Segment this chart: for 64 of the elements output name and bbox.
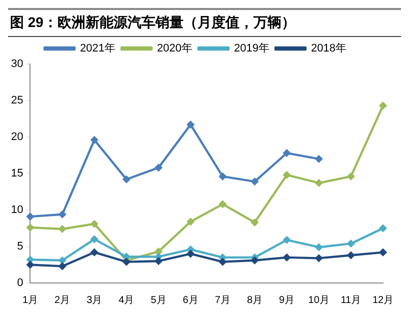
point: [251, 178, 258, 186]
x-tick-label: 6月: [182, 294, 198, 306]
point: [186, 120, 194, 128]
point: [122, 253, 130, 260]
point: [58, 256, 66, 264]
legend-label: 2019年: [234, 42, 270, 55]
point: [283, 149, 290, 157]
point: [283, 171, 290, 179]
point: [90, 136, 98, 144]
x-tick-label: 2月: [54, 294, 70, 306]
point: [154, 248, 162, 256]
legend-label: 2020年: [157, 42, 193, 55]
point: [122, 176, 130, 183]
point: [315, 179, 322, 187]
y-tick-label: 20: [10, 131, 24, 144]
point: [219, 172, 226, 180]
y-tick-label: 5: [17, 240, 24, 253]
point: [90, 220, 98, 228]
y-tick-label: 10: [10, 204, 24, 216]
y-tick-label: 0: [17, 277, 24, 290]
point: [58, 225, 66, 233]
y-tick-label: 15: [10, 168, 24, 180]
point: [186, 218, 194, 226]
point: [26, 224, 34, 232]
x-tick-label: 4月: [118, 294, 134, 306]
point: [315, 254, 322, 262]
legend-label: 2021年: [80, 42, 116, 55]
point: [58, 210, 66, 218]
point: [90, 236, 98, 243]
x-tick-label: 8月: [246, 294, 263, 306]
point: [347, 172, 355, 180]
point: [26, 212, 34, 220]
point: [347, 240, 355, 248]
point: [251, 256, 258, 264]
point: [283, 254, 290, 262]
x-tick-label: 3月: [86, 294, 102, 306]
y-tick-label: 25: [10, 94, 24, 107]
point: [154, 164, 162, 172]
x-tick-label: 9月: [279, 294, 295, 306]
y-tick-label: 30: [10, 58, 24, 70]
x-tick-label: 11月: [340, 294, 362, 306]
x-tick-label: 5月: [150, 294, 166, 306]
point: [219, 200, 226, 208]
chart-title: 图 29：欧洲新能源汽车销量（月度值，万辆）: [8, 8, 401, 37]
point: [58, 262, 66, 270]
point: [379, 102, 387, 110]
x-tick-label: 7月: [214, 294, 230, 306]
point: [154, 258, 162, 265]
point: [315, 244, 322, 251]
point: [283, 236, 290, 244]
legend-label: 2018年: [310, 42, 346, 55]
point: [219, 258, 226, 266]
point: [315, 155, 322, 162]
point: [379, 248, 387, 256]
x-tick-label: 12月: [372, 294, 394, 306]
point: [26, 256, 34, 264]
point: [347, 252, 355, 259]
x-tick-label: 1月: [22, 294, 38, 306]
point: [90, 248, 98, 256]
x-tick-label: 10月: [308, 294, 330, 306]
point: [186, 250, 194, 258]
point: [251, 218, 258, 226]
point: [26, 261, 34, 268]
point: [379, 224, 387, 232]
